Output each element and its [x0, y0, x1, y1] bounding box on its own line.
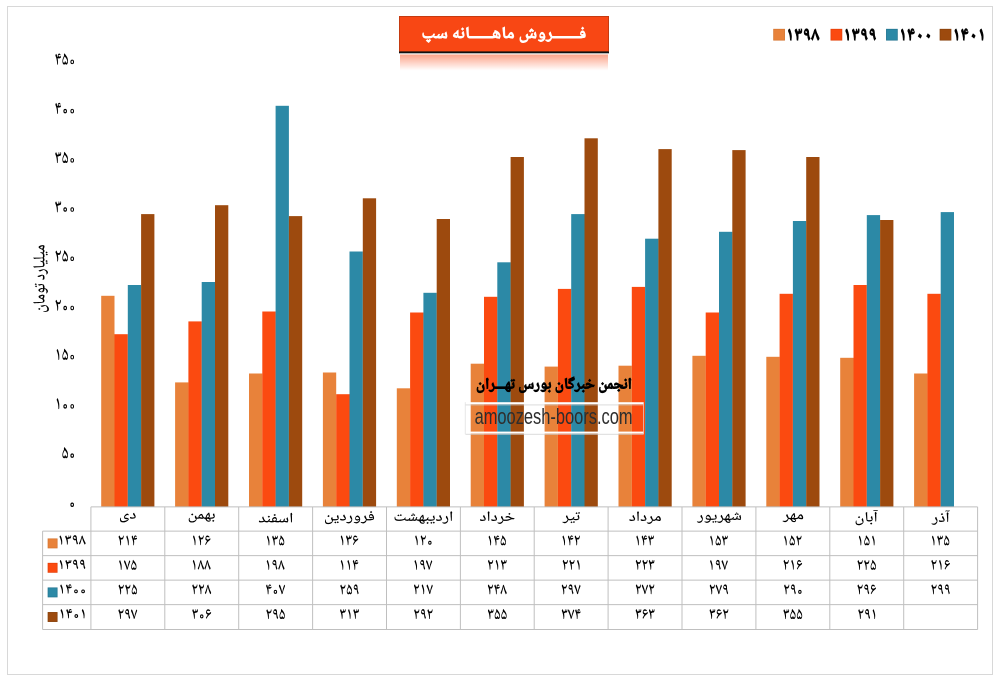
svg-text:amoozesh-boors.com: amoozesh-boors.com — [475, 404, 633, 429]
